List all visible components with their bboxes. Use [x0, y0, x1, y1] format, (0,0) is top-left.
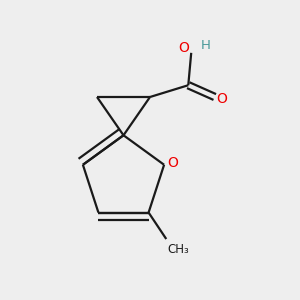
Text: O: O — [167, 156, 178, 170]
Text: H: H — [201, 39, 211, 52]
Text: CH₃: CH₃ — [168, 242, 190, 256]
Text: O: O — [217, 92, 228, 106]
Text: O: O — [178, 41, 189, 56]
